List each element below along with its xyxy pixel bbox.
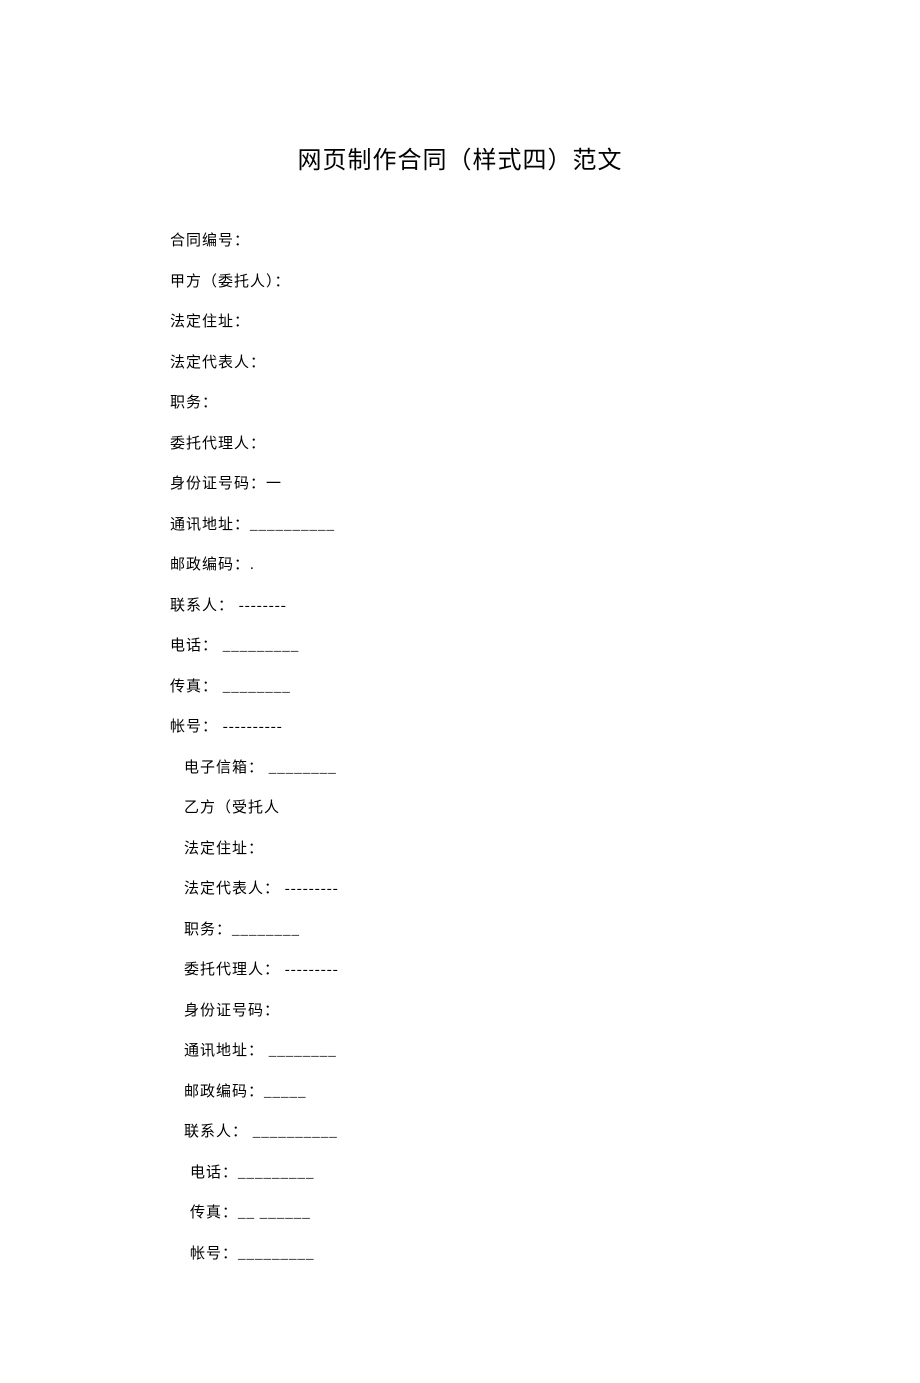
field-row: 法定住址： [170, 311, 750, 334]
field-row: 身份证号码：一 [170, 473, 750, 496]
field-row: 乙方（受托人 [170, 797, 750, 820]
field-row: 电话： _________ [170, 635, 750, 658]
field-row: 传真：__ ______ [170, 1202, 750, 1225]
field-row: 职务： [170, 392, 750, 415]
fields-container: 合同编号： 甲方（委托人）： 法定住址： 法定代表人： 职务： 委托代理人： 身份证号码：一… [170, 230, 750, 1265]
field-row: 帐号： ---------- [170, 716, 750, 739]
field-row: 合同编号： [170, 230, 750, 253]
field-row: 法定代表人： [170, 352, 750, 375]
field-row: 邮政编码：_____ [170, 1081, 750, 1104]
field-row: 电话：_________ [170, 1162, 750, 1185]
field-row: 法定住址： [170, 838, 750, 861]
field-row: 通讯地址：__________ [170, 514, 750, 537]
field-row: 委托代理人： [170, 433, 750, 456]
field-row: 职务：________ [170, 919, 750, 942]
document-title: 网页制作合同（样式四）范文 [170, 140, 750, 175]
field-row: 委托代理人： --------- [170, 959, 750, 982]
field-row: 联系人： -------- [170, 595, 750, 618]
field-row: 甲方（委托人）： [170, 271, 750, 294]
field-row: 电子信箱： ________ [170, 757, 750, 780]
document-page: 网页制作合同（样式四）范文 合同编号： 甲方（委托人）： 法定住址： 法定代表人： 职务… [0, 0, 920, 1383]
field-row: 帐号：_________ [170, 1243, 750, 1266]
field-row: 传真： ________ [170, 676, 750, 699]
field-row: 联系人： __________ [170, 1121, 750, 1144]
field-row: 法定代表人： --------- [170, 878, 750, 901]
field-row: 通讯地址： ________ [170, 1040, 750, 1063]
field-row: 身份证号码： [170, 1000, 750, 1023]
field-row: 邮政编码：. [170, 554, 750, 577]
